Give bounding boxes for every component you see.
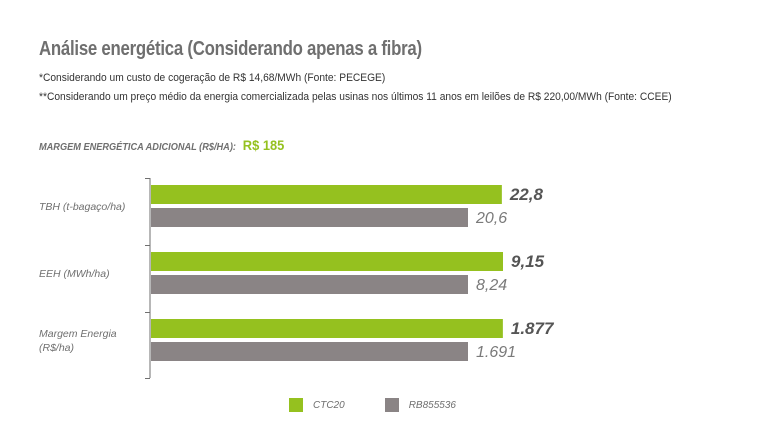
- bar-rb855536: [151, 275, 468, 294]
- bar-ctc20: [151, 252, 503, 271]
- footnote-cogeneration-cost: *Considerando um custo de cogeração de R…: [39, 72, 386, 84]
- chart-legend: CTC20 RB855536: [289, 398, 496, 412]
- category-label: (R$/ha): [39, 342, 74, 354]
- bar-ctc20: [151, 185, 502, 204]
- category-label: TBH (t-bagaço/ha): [39, 201, 125, 213]
- footnote-energy-price: **Considerando um preço médio da energia…: [39, 91, 672, 103]
- legend-item-ctc20: CTC20: [289, 398, 345, 412]
- data-label-ctc20: 22,8: [509, 185, 544, 204]
- category-label: Margem Energia: [39, 328, 117, 340]
- legend-label-rb855536: RB855536: [408, 399, 456, 411]
- legend-swatch-ctc20: [289, 398, 303, 412]
- bar-rb855536: [151, 342, 468, 361]
- margin-label: MARGEM ENERGÉTICA ADICIONAL (R$/HA):: [39, 142, 236, 153]
- category-label: EEH (MWh/ha): [39, 268, 110, 280]
- additional-energy-margin: MARGEM ENERGÉTICA ADICIONAL (R$/HA): R$ …: [39, 137, 284, 155]
- bar-rb855536: [151, 208, 468, 227]
- data-label-rb855536: 20,6: [475, 210, 507, 227]
- legend-swatch-rb855536: [384, 398, 399, 412]
- legend-item-rb855536: RB855536: [384, 398, 456, 412]
- data-label-rb855536: 1.691: [476, 344, 516, 361]
- data-label-ctc20: 9,15: [511, 252, 545, 271]
- page-title: Análise energética (Considerando apenas …: [39, 38, 422, 60]
- legend-label-ctc20: CTC20: [313, 399, 345, 411]
- data-label-rb855536: 8,24: [476, 277, 507, 294]
- bar-ctc20: [151, 319, 503, 338]
- margin-value: R$ 185: [242, 137, 285, 153]
- data-label-ctc20: 1.877: [511, 319, 555, 338]
